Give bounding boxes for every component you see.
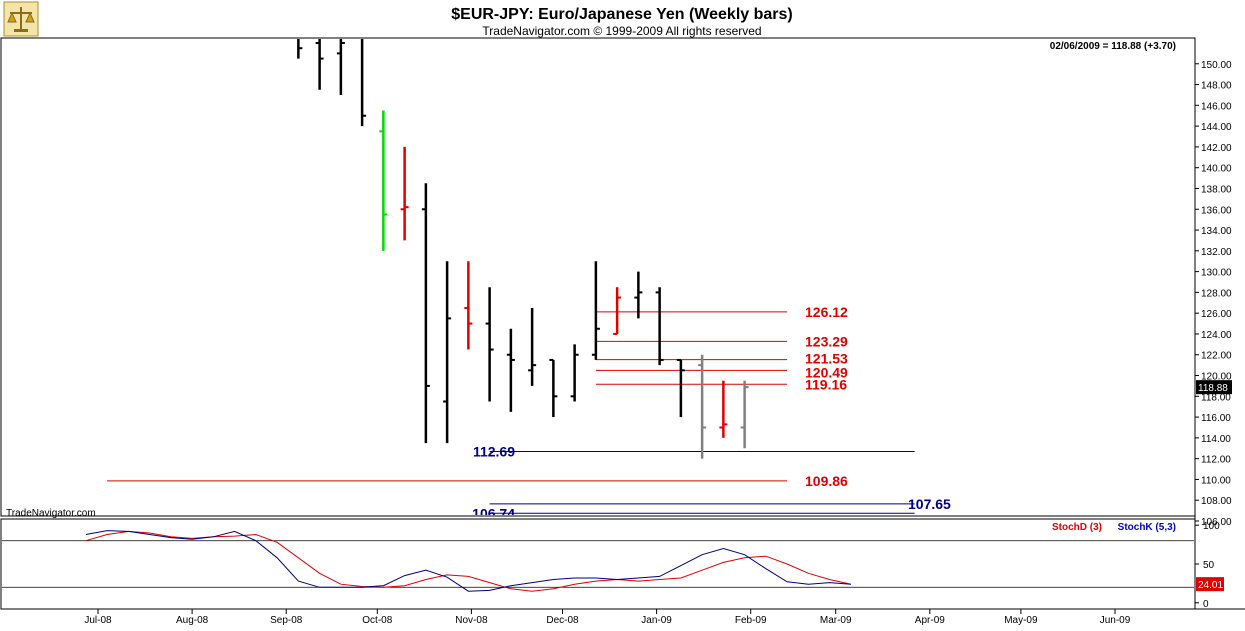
chart-copyright: TradeNavigator.com © 1999-2009 All right… — [482, 24, 761, 38]
price-tick-label: 120.00 — [1201, 372, 1232, 383]
price-tick-label: 130.00 — [1201, 268, 1232, 279]
price-tick-label: 118.00 — [1201, 392, 1231, 403]
watermark: TradeNavigator.com — [6, 508, 96, 519]
date-tick-label: Jun-09 — [1100, 615, 1131, 626]
date-tick-label: Oct-08 — [362, 615, 392, 626]
price-tick-label: 112.00 — [1201, 455, 1231, 466]
stoch-last-label: 24.01 — [1198, 580, 1223, 591]
price-tick-label: 124.00 — [1201, 330, 1232, 341]
price-tick-label: 138.00 — [1201, 184, 1232, 195]
level-label: 107.65 — [908, 496, 951, 512]
level-label: 119.16 — [805, 376, 847, 392]
date-axis: Jul-08 Aug-08 Sep-08 Oct-08 Nov-08 Dec-08 Jan-… — [84, 609, 1131, 626]
level-label: 112.69 — [473, 443, 515, 459]
price-tick-label: 106.00 — [1201, 517, 1232, 528]
stoch-line — [85, 530, 851, 592]
price-tick-label: 122.00 — [1201, 351, 1232, 362]
last-price-label: 118.88 — [1198, 383, 1228, 394]
stoch-tick-label: 50 — [1203, 560, 1215, 571]
stoch-tick-label: 0 — [1203, 599, 1209, 610]
price-tick-label: 150.00 — [1201, 60, 1232, 71]
date-tick-label: Jan-09 — [641, 615, 672, 626]
price-tick-label: 108.00 — [1201, 496, 1232, 507]
last-value-info: 02/06/2009 = 118.88 (+3.70) — [1050, 41, 1176, 52]
date-tick-label: Feb-09 — [735, 615, 767, 626]
level-label: 126.12 — [805, 304, 848, 320]
price-tick-label: 110.00 — [1201, 475, 1231, 486]
date-tick-label: May-09 — [1004, 615, 1038, 626]
price-tick-label: 114.00 — [1201, 434, 1231, 445]
stoch-panel: 100 50 0 24.01 — [2, 521, 1224, 610]
scale-logo-icon[interactable] — [3, 1, 39, 37]
price-tick-label: 140.00 — [1201, 164, 1232, 175]
price-tick-label: 144.00 — [1201, 122, 1232, 133]
legend-stochd: StochD (3) — [1052, 522, 1102, 533]
price-tick-label: 146.00 — [1201, 101, 1232, 112]
legend-stochk: StochK (5,3) — [1118, 522, 1176, 533]
price-tick-label: 128.00 — [1201, 288, 1232, 299]
date-tick-label: Mar-09 — [820, 615, 852, 626]
price-tick-label: 116.00 — [1201, 413, 1231, 424]
stoch-last-box — [1196, 577, 1224, 592]
price-tick-label: 132.00 — [1201, 247, 1232, 258]
level-label: 120.49 — [805, 364, 848, 380]
level-label: 123.29 — [805, 333, 848, 349]
level-label: 109.86 — [805, 473, 848, 489]
chart-title: $EUR-JPY: Euro/Japanese Yen (Weekly bars… — [451, 6, 792, 23]
last-price-box — [1196, 380, 1232, 395]
price-tick-label: 134.00 — [1201, 226, 1232, 237]
price-tick-label: 142.00 — [1201, 143, 1232, 154]
date-tick-label: Dec-08 — [546, 615, 579, 626]
date-tick-label: Apr-09 — [915, 615, 945, 626]
price-axis: 106.00 108.00 110.00 112.00 114.00 116.00 118.… — [1195, 60, 1232, 528]
stoch-tick-label: 100 — [1203, 521, 1220, 532]
date-tick-label: Sep-08 — [270, 615, 303, 626]
date-tick-label: Aug-08 — [176, 615, 209, 626]
price-tick-label: 126.00 — [1201, 309, 1232, 320]
price-tick-label: 136.00 — [1201, 205, 1232, 216]
price-tick-label: 148.00 — [1201, 81, 1232, 92]
level-label: 121.53 — [805, 351, 848, 367]
date-tick-label: Nov-08 — [455, 615, 488, 626]
date-tick-label: Jul-08 — [84, 615, 112, 626]
level-label: 106.74 — [472, 505, 515, 521]
